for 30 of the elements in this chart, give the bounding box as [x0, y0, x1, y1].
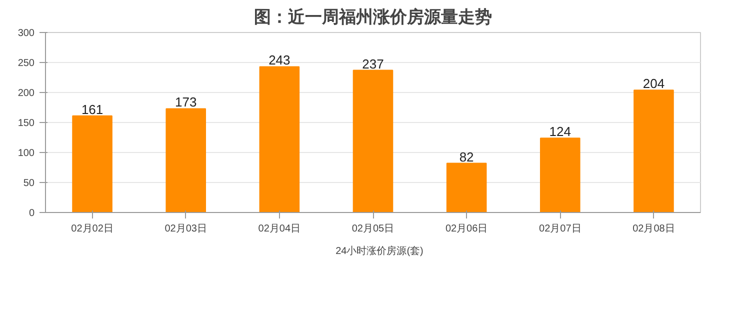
y-tick-label: 250: [18, 58, 35, 69]
data-label: 173: [175, 94, 197, 110]
data-label: 161: [81, 102, 104, 117]
bar: [540, 138, 580, 212]
data-label: 82: [459, 149, 474, 164]
y-tick-label: 200: [18, 88, 35, 99]
data-label: 243: [268, 52, 290, 68]
x-tick-label: 02月07日: [539, 224, 582, 234]
bar: [352, 70, 394, 212]
x-tick-label: 02月05日: [352, 224, 394, 234]
y-tick-label: 50: [23, 178, 35, 189]
chart-title: 图：近一周福州涨价房源量走势: [254, 8, 492, 28]
bar: [259, 66, 300, 212]
data-label: 124: [549, 124, 571, 140]
x-tick-label: 02月03日: [164, 224, 207, 234]
x-tick-label: 02月08日: [632, 224, 675, 234]
bar: [634, 90, 674, 212]
x-tick-label: 02月02日: [71, 224, 114, 234]
x-tick-label: 02月04日: [258, 224, 301, 234]
bar: [446, 162, 487, 212]
y-tick-label: 150: [18, 118, 35, 129]
data-label: 237: [362, 56, 384, 72]
bar: [72, 115, 112, 212]
bar: [166, 108, 206, 212]
y-tick-label: 100: [18, 148, 35, 159]
x-tick-label: 02月06日: [445, 224, 488, 234]
y-tick-label: 0: [28, 208, 35, 219]
y-tick-label: 300: [18, 28, 35, 39]
data-label: 204: [642, 76, 665, 92]
text: 24小时涨价房源(套): [336, 244, 424, 258]
